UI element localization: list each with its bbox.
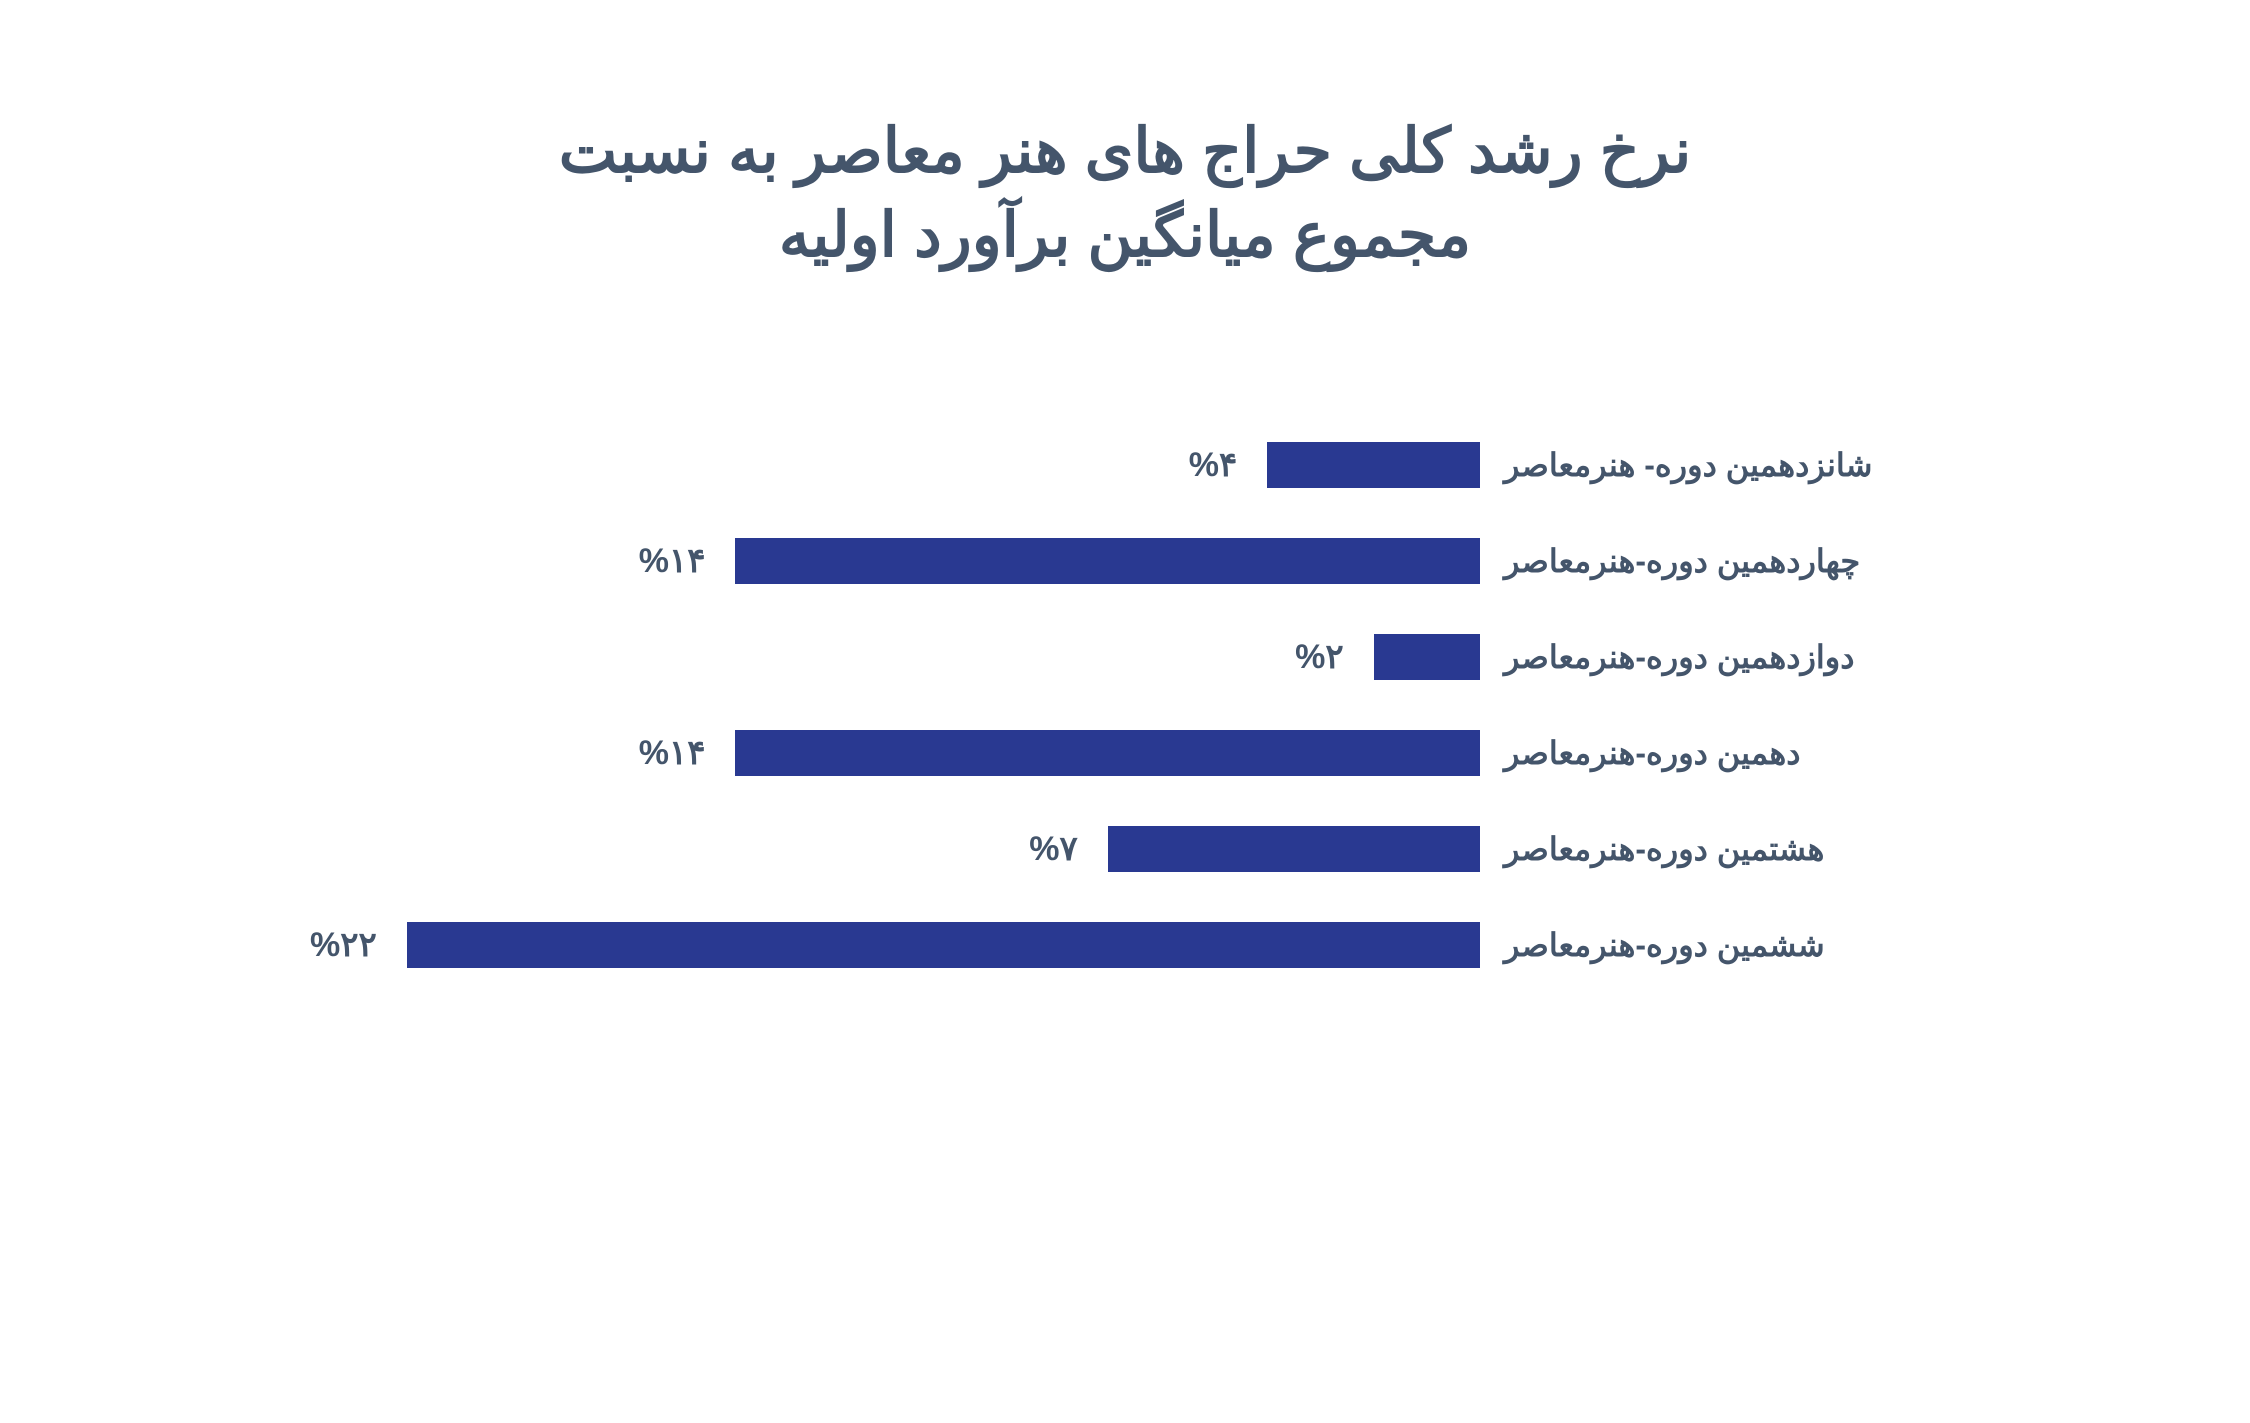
chart-row: ششمین دوره-هنرمعاصر %۲۲: [310, 897, 1940, 993]
chart-container: نرخ رشد کلی حراج های هنر معاصر به نسبت م…: [310, 110, 1940, 993]
bar: [1374, 634, 1480, 680]
value-label: %۷: [1029, 829, 1108, 869]
bar-area: %۲۲: [310, 897, 1480, 993]
value-label: %۴: [1189, 445, 1268, 485]
chart-row: دهمین دوره-هنرمعاصر %۱۴: [310, 705, 1940, 801]
value-label: %۲: [1295, 637, 1374, 677]
category-label: هشتمین دوره-هنرمعاصر: [1480, 830, 1940, 868]
bar: [1108, 826, 1480, 872]
chart-title: نرخ رشد کلی حراج های هنر معاصر به نسبت م…: [360, 110, 1890, 277]
chart-row: چهاردهمین دوره-هنرمعاصر %۱۴: [310, 513, 1940, 609]
bar: [735, 730, 1480, 776]
chart-row: هشتمین دوره-هنرمعاصر %۷: [310, 801, 1940, 897]
bar-area: %۷: [310, 801, 1480, 897]
chart-row: شانزدهمین دوره- هنرمعاصر %۴: [310, 417, 1940, 513]
category-label: دهمین دوره-هنرمعاصر: [1480, 734, 1940, 772]
chart-row: دوازدهمین دوره-هنرمعاصر %۲: [310, 609, 1940, 705]
bar-area: %۱۴: [310, 705, 1480, 801]
category-label: ششمین دوره-هنرمعاصر: [1480, 926, 1940, 964]
category-label: شانزدهمین دوره- هنرمعاصر: [1480, 446, 1940, 484]
bar: [407, 922, 1480, 968]
value-label: %۱۴: [639, 541, 736, 581]
bar: [735, 538, 1480, 584]
bar-area: %۱۴: [310, 513, 1480, 609]
bar-area: %۲: [310, 609, 1480, 705]
bar: [1267, 442, 1480, 488]
bar-area: %۴: [310, 417, 1480, 513]
category-label: چهاردهمین دوره-هنرمعاصر: [1480, 542, 1940, 580]
value-label: %۱۴: [639, 733, 736, 773]
value-label: %۲۲: [310, 925, 407, 965]
category-label: دوازدهمین دوره-هنرمعاصر: [1480, 638, 1940, 676]
bar-chart: شانزدهمین دوره- هنرمعاصر %۴ چهاردهمین دوره…: [310, 417, 1940, 993]
